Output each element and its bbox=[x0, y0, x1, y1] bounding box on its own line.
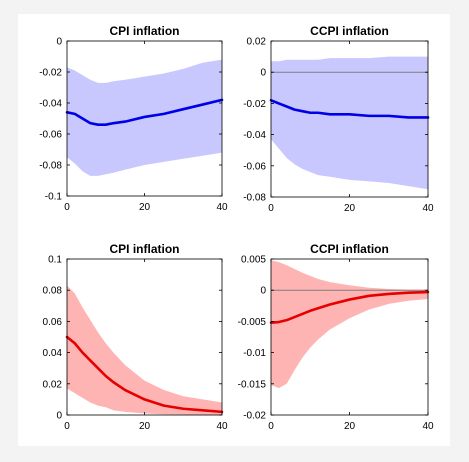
panel-bottom-right-estimate-line bbox=[269, 290, 430, 324]
panel-top-right-ytick-label: -0.04 bbox=[243, 130, 266, 141]
panel-top-left-ytick-label: -0.1 bbox=[45, 192, 63, 203]
panel-top-right-xtick-label: 40 bbox=[422, 203, 434, 214]
panel-bottom-right-xtick-label: 40 bbox=[422, 421, 434, 432]
panel-top-left-ytick-label: -0.02 bbox=[39, 68, 62, 79]
panel-top-left-ytick-label: -0.08 bbox=[39, 161, 62, 172]
panel-top-right-ytick-label: 0.02 bbox=[247, 37, 267, 48]
panel-top-right-xtick-label: 0 bbox=[268, 203, 274, 214]
panel-bottom-left-ytick-label: 0 bbox=[56, 411, 62, 422]
panel-bottom-left: 0.1 0.08 0.06 0.04 0.02 00 20 40 CPI inflation bbox=[43, 242, 228, 432]
panel-bottom-right-ytick-label: -0.01 bbox=[243, 348, 266, 359]
panel-bottom-right-xtick-label: 0 bbox=[268, 421, 274, 432]
panel-bottom-left-xtick-label: 40 bbox=[216, 421, 228, 432]
panel-bottom-right-ytick-label: -0.02 bbox=[243, 411, 266, 422]
panel-top-right-ytick-label: -0.08 bbox=[243, 193, 266, 204]
panel-bottom-left-ytick-label: 0.04 bbox=[43, 348, 63, 359]
panel-bottom-right-title: CCPI inflation bbox=[310, 242, 389, 256]
panel-top-right-ytick-label: -0.06 bbox=[243, 161, 266, 172]
panel-top-right-band bbox=[271, 56, 428, 190]
panel-bottom-left-ytick-label: 0.02 bbox=[43, 379, 63, 390]
panel-top-right-xtick-label: 20 bbox=[344, 203, 356, 214]
panel-bottom-left-estimate-line bbox=[65, 335, 224, 414]
panel-top-right-title: CCPI inflation bbox=[310, 24, 389, 38]
panel-top-left-title: CPI inflation bbox=[110, 24, 180, 38]
panel-top-left-xtick-label: 20 bbox=[139, 202, 151, 213]
panel-top-left-ytick-label: -0.04 bbox=[39, 99, 62, 110]
panel-bottom-left-xtick-label: 0 bbox=[64, 421, 70, 432]
panel-top-left-estimate-line bbox=[65, 98, 224, 126]
panel-bottom-right-ytick-label: 0.005 bbox=[241, 255, 266, 266]
panel-top-right-ytick-label: 0 bbox=[260, 68, 266, 79]
panel-top-right-ytick-label: -0.02 bbox=[243, 99, 266, 110]
panel-bottom-right-ytick-label: 0 bbox=[260, 286, 266, 297]
panel-bottom-left-band bbox=[67, 285, 222, 415]
panel-bottom-right-band bbox=[271, 260, 428, 389]
panel-top-left-ytick-label: 0 bbox=[56, 37, 62, 48]
panel-top-left-xtick-label: 40 bbox=[216, 202, 228, 213]
panel-top-left-xtick-label: 0 bbox=[64, 202, 70, 213]
panel-bottom-left-ytick-label: 0.08 bbox=[43, 286, 63, 297]
panel-bottom-right-xtick-label: 20 bbox=[344, 421, 356, 432]
panel-bottom-left-ytick-label: 0.1 bbox=[48, 255, 62, 266]
figure: 0 -0.02 -0.04 -0.06 -0.08 -0.1 0 20 40 CPI inflat… bbox=[18, 14, 450, 446]
panel-bottom-right-ytick-label: -0.005 bbox=[238, 317, 267, 328]
panel-bottom-left-ytick-label: 0.06 bbox=[43, 317, 63, 328]
panel-bottom-left-xtick-label: 20 bbox=[139, 421, 151, 432]
panel-bottom-right-ytick-label: -0.015 bbox=[238, 379, 267, 390]
panel-bottom-left-title: CPI inflation bbox=[110, 242, 180, 256]
panel-top-left-ytick-label: -0.06 bbox=[39, 130, 62, 141]
panel-top-right-estimate-line bbox=[269, 98, 430, 119]
